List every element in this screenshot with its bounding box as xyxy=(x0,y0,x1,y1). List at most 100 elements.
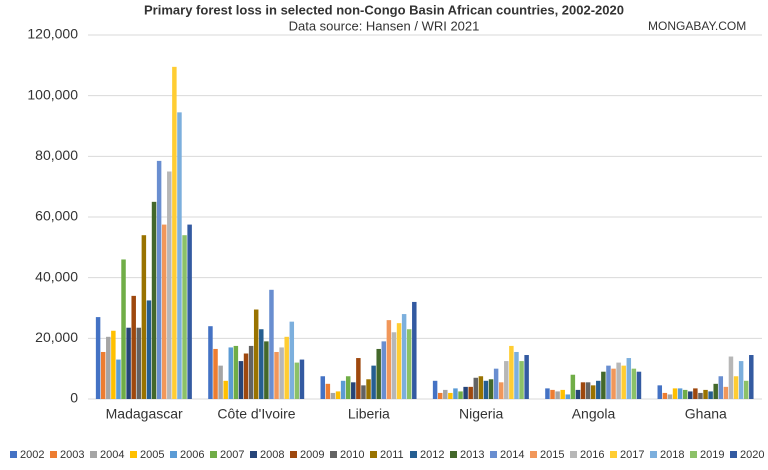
bar xyxy=(381,341,387,399)
bar xyxy=(376,348,381,399)
bar xyxy=(279,347,284,399)
bar xyxy=(335,391,341,399)
bar xyxy=(284,336,289,399)
bar xyxy=(248,345,254,399)
legend-label: 2020 xyxy=(740,449,764,461)
legend-label: 2008 xyxy=(260,449,284,461)
legend-swatch xyxy=(490,451,497,458)
bar xyxy=(223,380,228,399)
legend-label: 2005 xyxy=(140,449,164,461)
bar xyxy=(432,380,438,399)
legend-swatch xyxy=(610,451,617,458)
bar xyxy=(616,362,621,399)
bar xyxy=(519,361,524,399)
bar xyxy=(738,361,744,399)
bar xyxy=(601,371,606,399)
bar xyxy=(448,392,453,399)
bar xyxy=(121,259,126,399)
bar xyxy=(156,160,162,399)
bar xyxy=(100,351,106,399)
bar xyxy=(468,386,473,399)
bar xyxy=(580,382,586,399)
bar xyxy=(728,356,734,399)
bar xyxy=(167,171,172,399)
bar xyxy=(351,382,356,399)
bar xyxy=(570,374,576,399)
x-tick-label: Nigeria xyxy=(459,406,504,422)
bar xyxy=(657,385,663,399)
bar xyxy=(218,365,223,399)
bar xyxy=(743,380,749,399)
bar xyxy=(111,330,116,399)
legend-label: 2010 xyxy=(340,449,364,461)
bar xyxy=(550,389,555,399)
bar xyxy=(116,359,121,399)
bar xyxy=(698,392,703,399)
legend-swatch xyxy=(650,451,657,458)
bar xyxy=(565,394,571,399)
bar xyxy=(151,201,157,399)
legend-swatch xyxy=(690,451,697,458)
legend-swatch xyxy=(330,451,337,458)
bar xyxy=(749,355,754,399)
bar xyxy=(718,376,724,399)
bar xyxy=(233,345,239,399)
legend-label: 2016 xyxy=(580,449,604,461)
bar xyxy=(443,389,448,399)
y-tick-label: 0 xyxy=(70,390,78,406)
bar xyxy=(141,235,147,399)
bar xyxy=(626,358,632,399)
bar xyxy=(636,371,642,399)
bar xyxy=(672,388,678,399)
bar xyxy=(667,394,673,399)
bar xyxy=(356,358,361,399)
legend-label: 2019 xyxy=(700,449,724,461)
legend-swatch xyxy=(290,451,297,458)
bar xyxy=(274,351,279,399)
legend-swatch xyxy=(10,451,17,458)
bar xyxy=(677,388,683,399)
bar xyxy=(463,386,468,399)
legend-label: 2007 xyxy=(220,449,244,461)
bar xyxy=(545,388,550,399)
bar xyxy=(406,329,412,399)
legend-label: 2011 xyxy=(380,449,404,461)
bar xyxy=(560,389,565,399)
legend-label: 2006 xyxy=(180,449,204,461)
bar xyxy=(514,351,519,399)
bar xyxy=(228,347,234,399)
legend-swatch xyxy=(410,451,417,458)
legend-swatch xyxy=(50,451,57,458)
bar xyxy=(662,392,668,399)
legend-swatch xyxy=(730,451,737,458)
bar xyxy=(366,379,371,399)
bar xyxy=(238,361,244,399)
bar xyxy=(606,365,611,399)
bar xyxy=(187,224,192,399)
bar xyxy=(330,392,336,399)
bar xyxy=(146,300,152,399)
bar xyxy=(269,289,274,399)
x-tick-label: Liberia xyxy=(348,406,390,422)
bar xyxy=(498,382,504,399)
bar xyxy=(182,235,187,399)
bar xyxy=(437,392,443,399)
bar xyxy=(575,389,581,399)
bar xyxy=(325,383,331,399)
bar xyxy=(621,365,626,399)
x-tick-label: Madagascar xyxy=(106,406,183,422)
bar xyxy=(106,336,111,399)
bar xyxy=(126,327,131,399)
bar xyxy=(412,301,417,399)
bar xyxy=(483,380,489,399)
bar xyxy=(493,368,499,399)
bar xyxy=(458,391,463,399)
legend-swatch xyxy=(570,451,577,458)
bar xyxy=(213,348,218,399)
legend-swatch xyxy=(370,451,377,458)
bar xyxy=(361,385,366,399)
legend-label: 2014 xyxy=(500,449,524,461)
bar xyxy=(243,353,249,399)
bar xyxy=(708,391,713,399)
bar xyxy=(631,368,637,399)
